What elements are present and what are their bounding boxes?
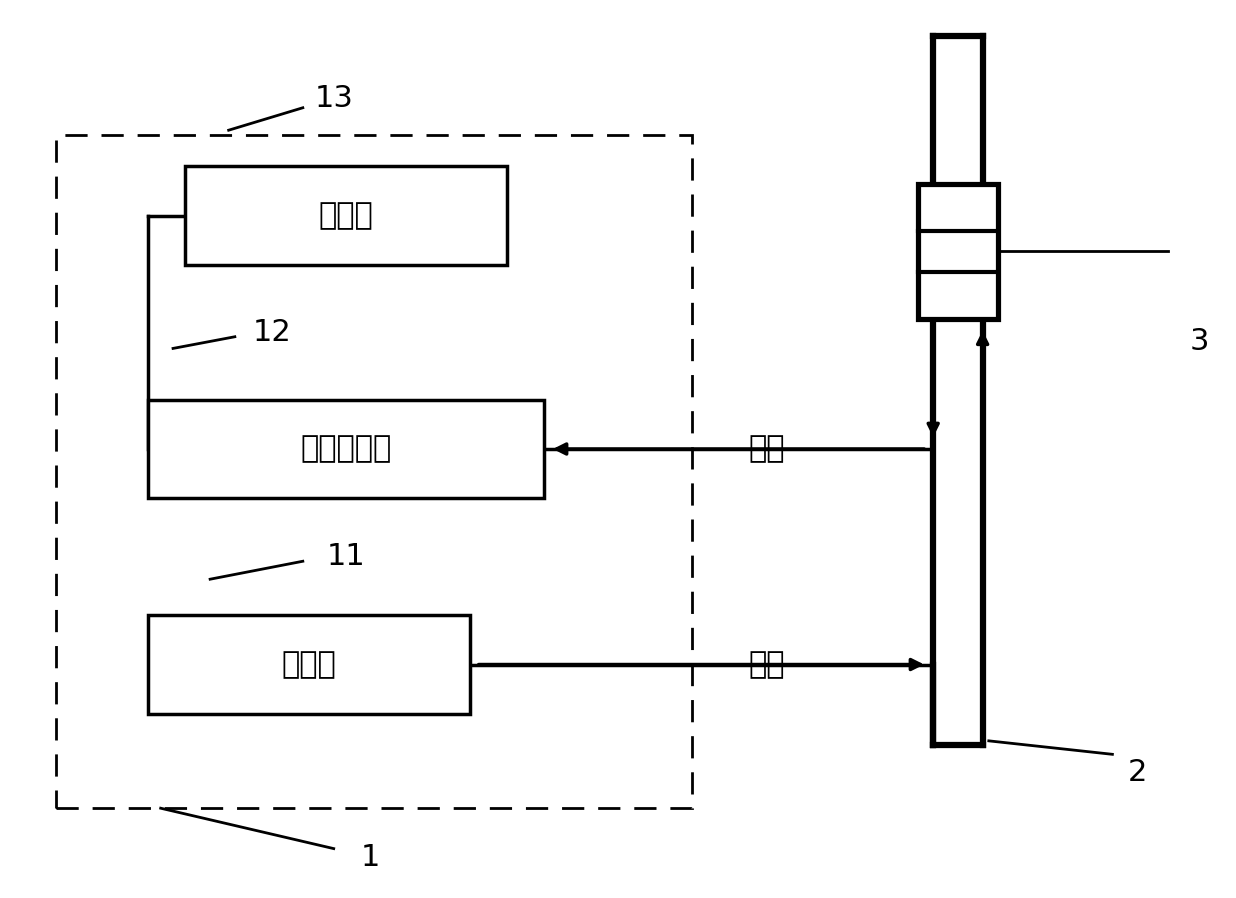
Text: 11: 11 bbox=[326, 542, 366, 571]
Text: 2: 2 bbox=[1127, 758, 1147, 787]
Text: 示波器: 示波器 bbox=[319, 201, 373, 230]
Text: 光纤: 光纤 bbox=[748, 650, 785, 679]
Text: 1: 1 bbox=[361, 843, 381, 872]
Text: 12: 12 bbox=[252, 318, 292, 347]
Bar bbox=[917, 184, 999, 319]
Bar bbox=[56, 135, 692, 808]
Bar bbox=[185, 166, 507, 265]
Bar bbox=[148, 400, 544, 498]
Text: 光电探测器: 光电探测器 bbox=[300, 435, 392, 463]
Text: 光纤: 光纤 bbox=[748, 435, 785, 463]
Text: 13: 13 bbox=[314, 84, 353, 113]
Bar bbox=[148, 615, 470, 714]
Text: 3: 3 bbox=[1189, 327, 1209, 356]
Text: 激光器: 激光器 bbox=[282, 650, 336, 679]
